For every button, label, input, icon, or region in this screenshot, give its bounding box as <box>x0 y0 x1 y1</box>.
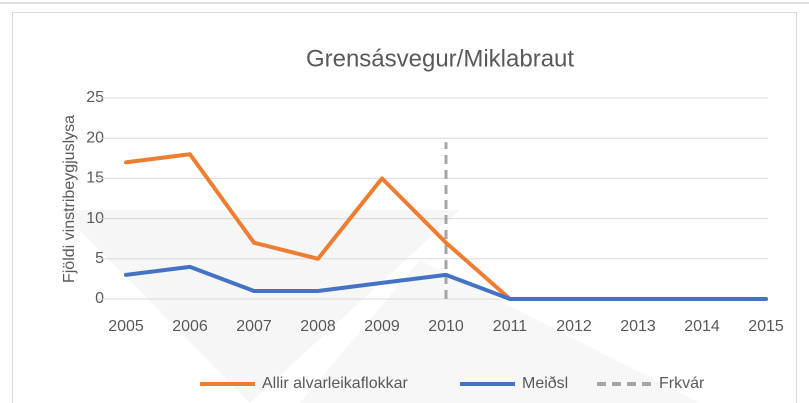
x-tick-label: 2008 <box>300 318 336 335</box>
legend-label: Meiðsl <box>522 375 568 392</box>
x-tick-label: 2013 <box>620 318 656 335</box>
x-tick-label: 2010 <box>428 318 464 335</box>
x-tick-label: 2015 <box>748 318 784 335</box>
legend-label: Frkvár <box>659 375 705 392</box>
chart-title: Grensásvegur/Miklabraut <box>306 45 574 72</box>
watermark <box>300 260 700 403</box>
y-tick-label: 20 <box>86 129 104 146</box>
x-tick-label: 2007 <box>236 318 272 335</box>
watermark <box>60 210 460 403</box>
chart-frame <box>12 12 797 403</box>
y-axis-label: Fjöldi vinstribeygjuslysa <box>61 115 78 283</box>
x-tick-label: 2009 <box>364 318 400 335</box>
x-tick-label: 2005 <box>108 318 144 335</box>
x-tick-label: 2014 <box>684 318 720 335</box>
y-tick-label: 25 <box>86 89 104 106</box>
series-line <box>124 264 768 301</box>
legend-label: Allir alvarleikaflokkar <box>262 375 408 392</box>
y-tick-label: 15 <box>86 170 104 187</box>
x-tick-label: 2012 <box>556 318 592 335</box>
x-tick-label: 2006 <box>172 318 208 335</box>
x-tick-label: 2011 <box>493 318 528 335</box>
y-tick-label: 10 <box>86 210 104 227</box>
